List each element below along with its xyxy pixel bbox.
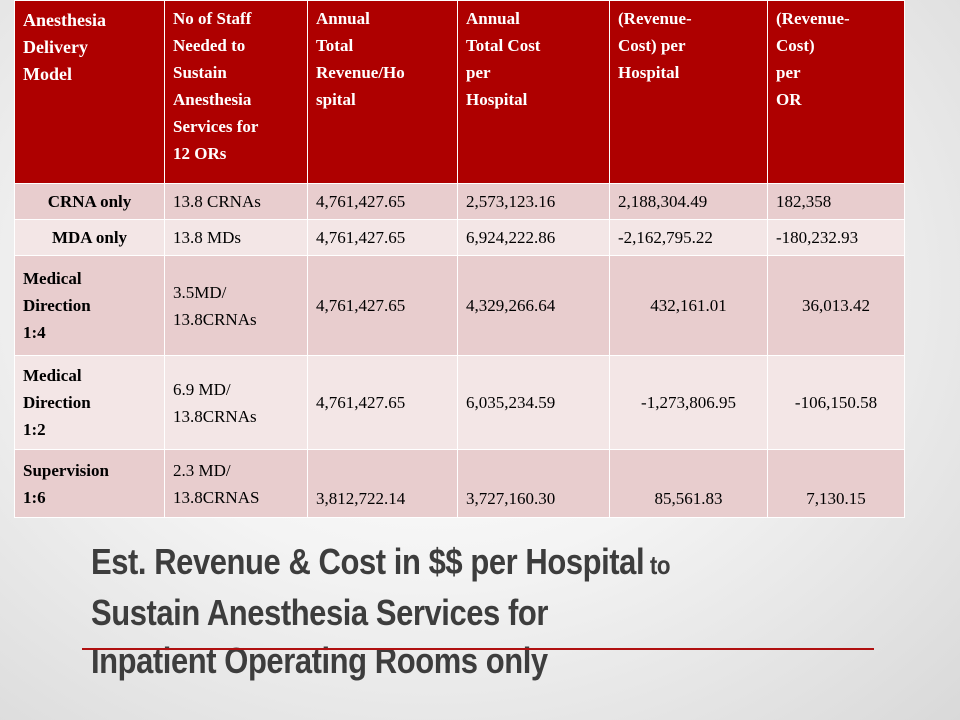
cell-staff: 6.9 MD/ 13.8CRNAs bbox=[164, 355, 308, 450]
cell-staff: 13.8 MDs bbox=[164, 219, 308, 256]
cell-revenue: 4,761,427.65 bbox=[307, 183, 458, 220]
accent-divider bbox=[82, 648, 874, 650]
cell-net-hospital: 85,561.83 bbox=[609, 449, 768, 518]
title-line-1: Est. Revenue & Cost in $$ per Hospital t… bbox=[91, 538, 796, 589]
title-line-1-main: Est. Revenue & Cost in $$ per Hospital bbox=[91, 541, 645, 582]
table-row: Medical Direction 1:2 6.9 MD/ 13.8CRNAs … bbox=[14, 355, 905, 450]
header-annual-cost: Annual Total Cost per Hospital bbox=[457, 0, 610, 184]
cell-net-or: 7,130.15 bbox=[767, 449, 905, 518]
header-annual-revenue: Annual Total Revenue/Ho spital bbox=[307, 0, 458, 184]
cell-cost: 6,035,234.59 bbox=[457, 355, 610, 450]
table-header-row: Anesthesia Delivery Model No of Staff Ne… bbox=[14, 0, 905, 184]
title-line-3: Inpatient Operating Rooms only bbox=[91, 640, 548, 681]
cell-cost: 4,329,266.64 bbox=[457, 255, 610, 356]
title-line-1-small: to bbox=[644, 550, 671, 580]
cell-net-or: 36,013.42 bbox=[767, 255, 905, 356]
cell-net-or: -106,150.58 bbox=[767, 355, 905, 450]
table-row: Supervision 1:6 2.3 MD/ 13.8CRNAS 3,812,… bbox=[14, 449, 905, 518]
header-staff-needed: No of Staff Needed to Sustain Anesthesia… bbox=[164, 0, 308, 184]
slide-title: Est. Revenue & Cost in $$ per Hospital t… bbox=[91, 538, 796, 685]
header-net-per-or: (Revenue- Cost) per OR bbox=[767, 0, 905, 184]
cell-net-or: 182,358 bbox=[767, 183, 905, 220]
cell-net-or: -180,232.93 bbox=[767, 219, 905, 256]
cell-net-hospital: -2,162,795.22 bbox=[609, 219, 768, 256]
cell-net-hospital: -1,273,806.95 bbox=[609, 355, 768, 450]
cell-staff: 13.8 CRNAs bbox=[164, 183, 308, 220]
cell-model: Medical Direction 1:4 bbox=[14, 255, 165, 356]
cell-model: Supervision 1:6 bbox=[14, 449, 165, 518]
table-row: MDA only 13.8 MDs 4,761,427.65 6,924,222… bbox=[14, 219, 905, 256]
cell-staff: 3.5MD/ 13.8CRNAs bbox=[164, 255, 308, 356]
cell-model: Medical Direction 1:2 bbox=[14, 355, 165, 450]
table-row: CRNA only 13.8 CRNAs 4,761,427.65 2,573,… bbox=[14, 183, 905, 220]
header-delivery-model: Anesthesia Delivery Model bbox=[14, 0, 165, 184]
cell-cost: 3,727,160.30 bbox=[457, 449, 610, 518]
table-row: Medical Direction 1:4 3.5MD/ 13.8CRNAs 4… bbox=[14, 255, 905, 356]
cell-net-hospital: 432,161.01 bbox=[609, 255, 768, 356]
cell-revenue: 3,812,722.14 bbox=[307, 449, 458, 518]
header-net-per-hospital: (Revenue- Cost) per Hospital bbox=[609, 0, 768, 184]
cell-model: MDA only bbox=[14, 219, 165, 256]
cell-revenue: 4,761,427.65 bbox=[307, 355, 458, 450]
revenue-cost-table: Anesthesia Delivery Model No of Staff Ne… bbox=[14, 0, 905, 518]
cell-staff: 2.3 MD/ 13.8CRNAS bbox=[164, 449, 308, 518]
cell-cost: 6,924,222.86 bbox=[457, 219, 610, 256]
cell-revenue: 4,761,427.65 bbox=[307, 255, 458, 356]
cell-model: CRNA only bbox=[14, 183, 165, 220]
cell-net-hospital: 2,188,304.49 bbox=[609, 183, 768, 220]
title-line-2: Sustain Anesthesia Services for bbox=[91, 592, 548, 633]
cell-cost: 2,573,123.16 bbox=[457, 183, 610, 220]
cell-revenue: 4,761,427.65 bbox=[307, 219, 458, 256]
